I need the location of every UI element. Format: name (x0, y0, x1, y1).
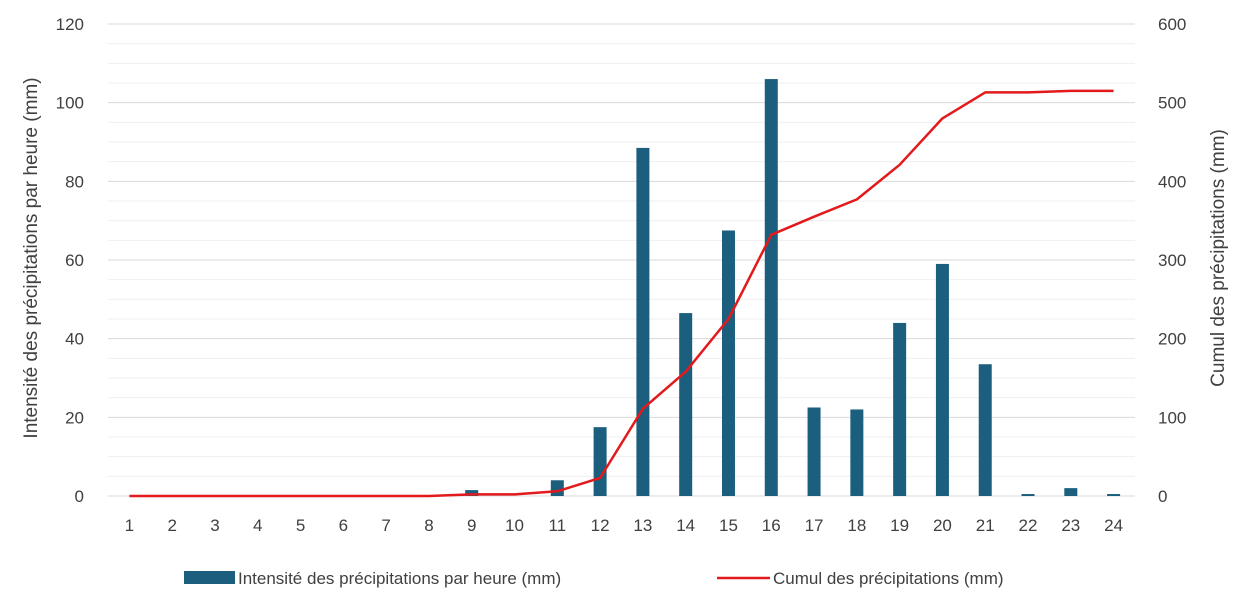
right-tick-label: 100 (1158, 408, 1186, 427)
left-tick-label: 120 (56, 15, 84, 34)
x-tick-label: 11 (548, 516, 566, 535)
x-tick-label: 6 (339, 516, 348, 535)
bar-hour-22 (1021, 494, 1035, 496)
x-tick-label: 24 (1104, 516, 1123, 535)
x-tick-label: 18 (847, 516, 866, 535)
x-tick-label: 3 (210, 516, 219, 535)
bar-series (465, 79, 1121, 497)
bar-hour-19 (893, 322, 907, 496)
bar-hour-18 (850, 409, 864, 496)
x-tick-label: 15 (719, 516, 738, 535)
x-tick-label: 23 (1061, 516, 1080, 535)
x-tick-label: 22 (1019, 516, 1038, 535)
left-tick-label: 60 (65, 251, 84, 270)
bar-hour-20 (935, 263, 949, 496)
left-tick-label: 20 (65, 408, 84, 427)
cumulative-line (129, 89, 1114, 498)
left-tick-label: 0 (75, 487, 84, 506)
legend-bar-swatch (184, 571, 235, 584)
right-tick-label: 0 (1158, 487, 1167, 506)
bar-hour-23 (1064, 488, 1078, 496)
x-tick-label: 21 (976, 516, 995, 535)
x-tick-label: 4 (253, 516, 262, 535)
bar-hour-21 (978, 364, 992, 496)
bar-hour-15 (721, 230, 735, 496)
x-tick-label: 1 (125, 516, 134, 535)
gridlines (108, 23, 1135, 497)
right-axis-title: Cumul des précipitations (mm) (1208, 129, 1229, 387)
legend: Intensité des précipitations par heure (… (184, 569, 1004, 588)
bar-hour-14 (679, 313, 693, 496)
right-axis-ticks: 0 100 200 300 400 500 600 (1158, 15, 1186, 506)
bar-hour-12 (593, 427, 607, 496)
x-tick-label: 2 (167, 516, 176, 535)
left-tick-label: 40 (65, 330, 84, 349)
left-tick-label: 100 (56, 94, 84, 113)
right-tick-label: 400 (1158, 172, 1186, 191)
bar-hour-17 (807, 407, 821, 496)
left-tick-label: 80 (65, 172, 84, 191)
x-tick-label: 20 (933, 516, 952, 535)
x-tick-label: 13 (633, 516, 652, 535)
x-tick-label: 7 (381, 516, 390, 535)
bar-hour-24 (1107, 494, 1121, 496)
right-tick-label: 300 (1158, 251, 1186, 270)
x-tick-label: 8 (424, 516, 433, 535)
x-tick-label: 5 (296, 516, 305, 535)
x-tick-label: 19 (890, 516, 909, 535)
right-tick-label: 200 (1158, 330, 1186, 349)
line-series (129, 89, 1114, 498)
x-tick-label: 14 (676, 516, 695, 535)
left-axis-title: Intensité des précipitations par heure (… (21, 77, 42, 438)
x-tick-label: 17 (805, 516, 824, 535)
legend-line-label: Cumul des précipitations (mm) (773, 569, 1004, 588)
x-tick-label: 10 (505, 516, 524, 535)
bar-hour-16 (764, 79, 778, 497)
left-axis-ticks: 0 20 40 60 80 100 120 (56, 15, 84, 506)
bar-hour-13 (636, 147, 650, 496)
right-tick-label: 600 (1158, 15, 1186, 34)
x-tick-label: 12 (591, 516, 610, 535)
bar-hour-11 (550, 480, 564, 496)
right-tick-label: 500 (1158, 94, 1186, 113)
x-axis-ticks: 1 2 3 4 5 6 7 8 9 10 11 12 13 14 15 16 17 18 19 20 21 22 23 24 (125, 516, 1123, 535)
x-tick-label: 16 (762, 516, 781, 535)
bar-hour-9 (465, 490, 479, 496)
x-tick-label: 9 (467, 516, 476, 535)
legend-bar-label: Intensité des précipitations par heure (… (238, 569, 561, 588)
